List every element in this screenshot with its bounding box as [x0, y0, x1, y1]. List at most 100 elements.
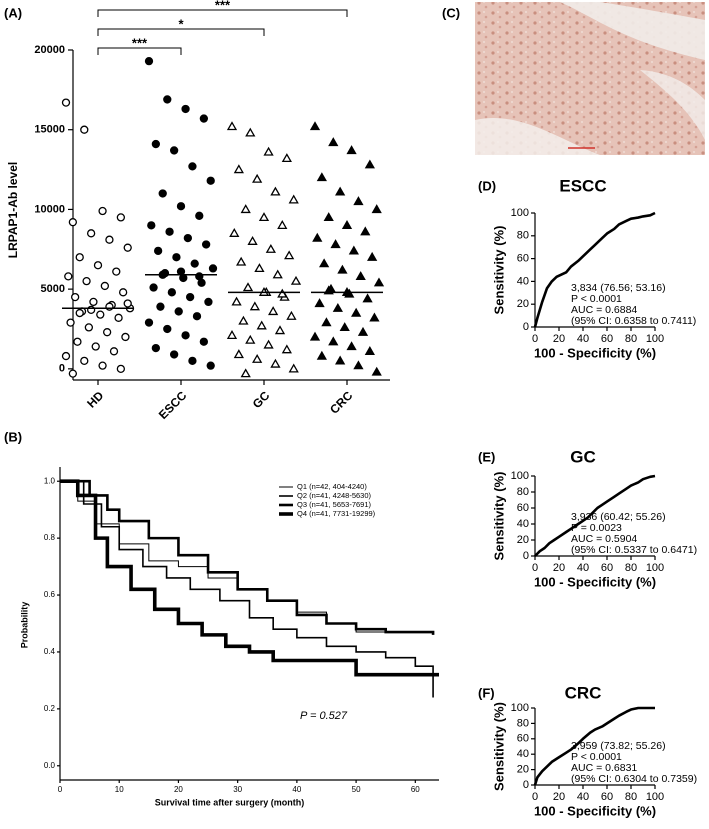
- annotation: P < 0.0001: [571, 751, 622, 763]
- point: [316, 350, 327, 360]
- x-tick-label: 100: [646, 562, 664, 574]
- point: [288, 363, 299, 373]
- point: [319, 258, 330, 268]
- point: [188, 356, 197, 366]
- point: [346, 341, 357, 351]
- chart-title: GC: [570, 447, 596, 466]
- point: [181, 331, 190, 340]
- y-tick-label: 40: [517, 518, 529, 530]
- significance-bracket: [97, 9, 348, 17]
- x-tick-label: 20: [553, 333, 565, 345]
- point: [335, 355, 346, 365]
- y-tick-label: 0: [523, 321, 529, 333]
- point: [172, 253, 181, 262]
- x-tick-label: 60: [601, 562, 613, 574]
- point: [288, 194, 299, 204]
- point: [270, 358, 281, 368]
- point: [123, 243, 132, 252]
- y-tick-label: 15000: [34, 124, 65, 136]
- panel-label: (C): [442, 5, 460, 20]
- significance-bracket: [97, 28, 265, 36]
- point: [240, 368, 251, 378]
- y-tick-label: 0.8: [44, 533, 56, 542]
- y-axis-label: Sensitivity (%): [491, 472, 506, 561]
- annotation: 3,936 (60.42; 55.26): [571, 511, 666, 523]
- point: [369, 312, 380, 322]
- legend-label: Q4 (n=41, 7731-19299): [297, 509, 376, 518]
- point: [114, 313, 123, 322]
- point: [277, 220, 288, 230]
- point: [93, 261, 103, 270]
- point: [70, 292, 80, 302]
- y-tick-label: 100: [511, 470, 529, 482]
- point: [188, 162, 197, 171]
- point: [360, 226, 371, 236]
- point: [144, 57, 154, 66]
- point: [105, 235, 114, 244]
- point: [323, 212, 334, 222]
- point: [364, 345, 375, 355]
- point: [245, 127, 256, 137]
- point: [80, 125, 89, 134]
- point: [371, 366, 382, 376]
- x-tick-label: 40: [577, 333, 589, 345]
- point: [195, 211, 204, 220]
- y-tick-label: 80: [517, 230, 529, 242]
- point: [199, 114, 209, 123]
- point: [281, 153, 292, 163]
- significance-bracket: [97, 47, 182, 55]
- point: [80, 356, 89, 366]
- point: [75, 253, 84, 262]
- point: [204, 297, 213, 307]
- point: [245, 334, 256, 344]
- point: [332, 302, 343, 312]
- point: [367, 251, 378, 261]
- y-tick-label: 0.0: [44, 761, 56, 770]
- x-tick-label: 20: [553, 562, 565, 574]
- point: [167, 288, 177, 297]
- point: [185, 292, 195, 302]
- point: [258, 212, 270, 222]
- x-tick-label: 40: [292, 785, 301, 794]
- y-tick-label: 60: [517, 502, 529, 514]
- x-tick-label: 50: [352, 785, 361, 794]
- tissue-image: [475, 2, 705, 155]
- point: [238, 315, 249, 325]
- x-tick-label: ESCC: [156, 388, 190, 422]
- y-tick-label: 0.2: [44, 704, 56, 713]
- point: [149, 283, 158, 292]
- annotation: P = 0.0023: [571, 522, 622, 534]
- point: [290, 275, 302, 285]
- point: [373, 277, 385, 287]
- point: [98, 206, 107, 216]
- y-tick-label: 0: [523, 550, 529, 562]
- panel-label: (F): [478, 685, 495, 700]
- x-tick-label: 80: [625, 791, 637, 803]
- point: [337, 264, 348, 274]
- point: [192, 312, 202, 321]
- point: [158, 189, 167, 198]
- annotation: (95% CI: 0.5337 to 0.6471): [571, 544, 697, 556]
- survival-curve: [60, 479, 439, 677]
- x-tick-label: 40: [577, 562, 589, 574]
- point: [96, 310, 105, 319]
- point: [309, 331, 321, 341]
- point: [254, 263, 265, 273]
- point: [252, 173, 263, 183]
- point: [116, 364, 126, 373]
- y-axis-label: LRPAP1-Ab level: [6, 162, 20, 258]
- point: [112, 267, 121, 276]
- point: [190, 259, 199, 268]
- y-tick-label: 20000: [34, 44, 65, 56]
- point: [206, 176, 215, 185]
- point: [362, 293, 373, 303]
- point: [151, 343, 161, 353]
- point: [61, 98, 71, 107]
- point: [371, 204, 382, 214]
- point: [284, 250, 295, 260]
- y-tick-label: 40: [517, 748, 529, 760]
- roc-curve: [534, 474, 656, 557]
- point: [233, 349, 244, 359]
- panel-label: (E): [478, 449, 495, 464]
- y-tick-label: 80: [517, 717, 529, 729]
